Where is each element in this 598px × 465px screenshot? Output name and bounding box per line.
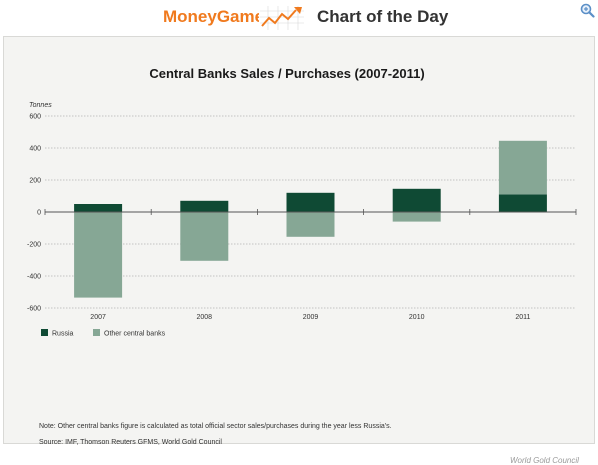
- x-tick-label: 2009: [303, 314, 319, 321]
- bar-other-2010: [392, 212, 441, 222]
- zoom-icon[interactable]: [580, 3, 595, 18]
- legend-label-0: Russia: [52, 331, 74, 338]
- source-note: Source: IMF, Thomson Reuters GFMS, World…: [39, 439, 222, 446]
- header-bar: MoneyGame Chart of the Day: [0, 0, 598, 36]
- bar-russia-2010: [392, 188, 441, 212]
- y-tick-label: -600: [27, 306, 41, 313]
- bar-russia-2009: [286, 192, 335, 212]
- trend-chart-icon: [259, 5, 305, 31]
- y-tick-label: -200: [27, 242, 41, 249]
- legend-label-1: Other central banks: [104, 331, 166, 338]
- grid-lines: [45, 115, 576, 309]
- bar-other-2008: [180, 212, 229, 261]
- y-tick-label: 400: [29, 146, 41, 153]
- footnote: Note: Other central banks figure is calc…: [39, 423, 392, 430]
- bars: [74, 140, 547, 298]
- x-tick-label: 2008: [197, 314, 213, 321]
- chart-title: Central Banks Sales / Purchases (2007-20…: [149, 66, 424, 81]
- bar-russia-2011: [498, 194, 547, 212]
- y-tick-label: 200: [29, 178, 41, 185]
- axes: 600 400 200 0 -200 -400 -600 2007 2008 2009 2010 20…: [27, 114, 577, 321]
- bar-russia-2008: [180, 200, 229, 212]
- bar-other-2009: [286, 212, 335, 237]
- bar-other-2007: [74, 212, 123, 298]
- x-tick-label: 2010: [409, 314, 425, 321]
- x-tick-label: 2007: [90, 314, 106, 321]
- chart-svg: Central Banks Sales / Purchases (2007-20…: [27, 66, 577, 338]
- chart-panel: Central Banks Sales / Purchases (2007-20…: [3, 36, 595, 465]
- bar-russia-2007: [74, 204, 123, 212]
- x-tick-label: 2011: [515, 314, 530, 321]
- legend-swatch-1: [93, 329, 100, 336]
- y-tick-label: -400: [27, 274, 41, 281]
- brand-logo[interactable]: MoneyGame: [163, 7, 265, 26]
- y-axis-label: Tonnes: [29, 102, 52, 109]
- header-title: Chart of the Day: [317, 7, 449, 26]
- credit-label: World Gold Council: [510, 456, 579, 465]
- bar-other-2011: [498, 140, 547, 195]
- legend-swatch-0: [41, 329, 48, 336]
- legend: Russia Other central banks: [41, 329, 166, 338]
- y-tick-label: 600: [29, 114, 41, 121]
- y-tick-label: 0: [37, 210, 41, 217]
